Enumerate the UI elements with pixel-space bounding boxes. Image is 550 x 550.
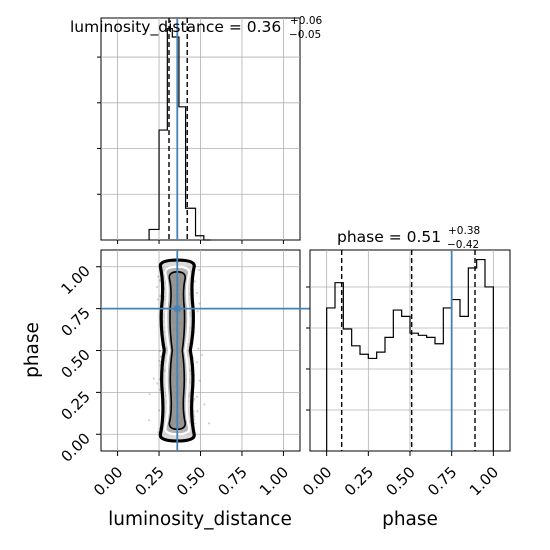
title-lum-label: luminosity_distance [70, 18, 224, 37]
scatter-point [159, 295, 162, 298]
top-left-lines [168, 18, 188, 240]
scatter-point [156, 285, 159, 289]
scatter-point [196, 410, 199, 413]
scatter-point [152, 377, 155, 380]
x-tick-label: 0.00 [90, 463, 126, 499]
scatter-point [157, 275, 160, 278]
scatter-point [207, 422, 210, 425]
x-axis-label-luminosity-distance: luminosity_distance [108, 509, 292, 530]
scatter-point [197, 347, 200, 350]
bottom-right-histogram [326, 258, 494, 451]
y-tick-label: 0.75 [57, 304, 93, 340]
y-axis-label-phase: phase [22, 322, 43, 378]
scatter-point [157, 409, 161, 412]
scatter-point [196, 310, 199, 313]
phase-lower-error: −0.42 [447, 239, 479, 251]
top-left-histogram [148, 27, 211, 241]
y-tick-label: 0.00 [57, 429, 93, 465]
scatter-point [193, 280, 196, 283]
x-tick-label: 0.50 [382, 463, 418, 499]
x-tick-label: 0.25 [132, 463, 168, 499]
y-tick-label: 0.50 [57, 346, 93, 382]
title-phase-value: 0.51 [407, 228, 442, 246]
y-tick-label: 0.25 [57, 387, 93, 423]
scatter-point [195, 395, 199, 398]
title-phase-label: phase [337, 228, 384, 246]
lum-lower-error: −0.05 [289, 29, 321, 41]
luminosity-distance-title: luminosity_distance = 0.36 [70, 18, 281, 37]
scatter-point [193, 398, 196, 401]
scatter-point [198, 268, 201, 272]
x-axis-label-phase: phase [382, 509, 438, 530]
phase-title: phase = 0.51 [337, 228, 441, 246]
title-lum-value: 0.36 [247, 18, 282, 36]
scatter-point [201, 353, 204, 356]
scatter-point [156, 298, 159, 301]
x-tick-label: 0.75 [214, 463, 250, 499]
scatter-point [198, 379, 201, 382]
truth-marker [174, 305, 181, 312]
scatter-point [158, 349, 162, 353]
histogram-step-phase [326, 258, 494, 451]
bottom-right-lines [340, 250, 476, 451]
scatter-point [148, 393, 151, 396]
title-phase-eq: = [384, 228, 407, 246]
scatter-point [196, 361, 199, 364]
scatter-point [193, 415, 196, 418]
scatter-point [148, 419, 151, 422]
x-tick-label: 1.00 [256, 463, 292, 499]
x-tick-label: 1.00 [466, 463, 502, 499]
top-left-panel [100, 17, 301, 241]
x-tick-label: 0.50 [173, 463, 209, 499]
bottom-right-panel [309, 249, 511, 452]
x-tick-label: 0.25 [341, 463, 377, 499]
x-tick-label: 0.75 [424, 463, 460, 499]
scatter-point [203, 403, 206, 406]
x-tick-label: 0.00 [299, 463, 335, 499]
histogram-step-luminosity-distance [148, 27, 211, 241]
scatter-point [158, 279, 161, 282]
phase-upper-error: +0.38 [448, 225, 480, 237]
scatter-point [195, 291, 198, 295]
lum-upper-error: +0.06 [290, 15, 322, 27]
bottom-left-panel [100, 249, 510, 452]
scatter-point [198, 302, 201, 305]
scatter-point [158, 359, 161, 362]
scatter-point [156, 382, 159, 385]
top-left-grid [101, 18, 300, 240]
y-tick-label: 1.00 [57, 262, 93, 298]
title-lum-eq: = [224, 18, 247, 36]
scatter-point [157, 431, 160, 434]
